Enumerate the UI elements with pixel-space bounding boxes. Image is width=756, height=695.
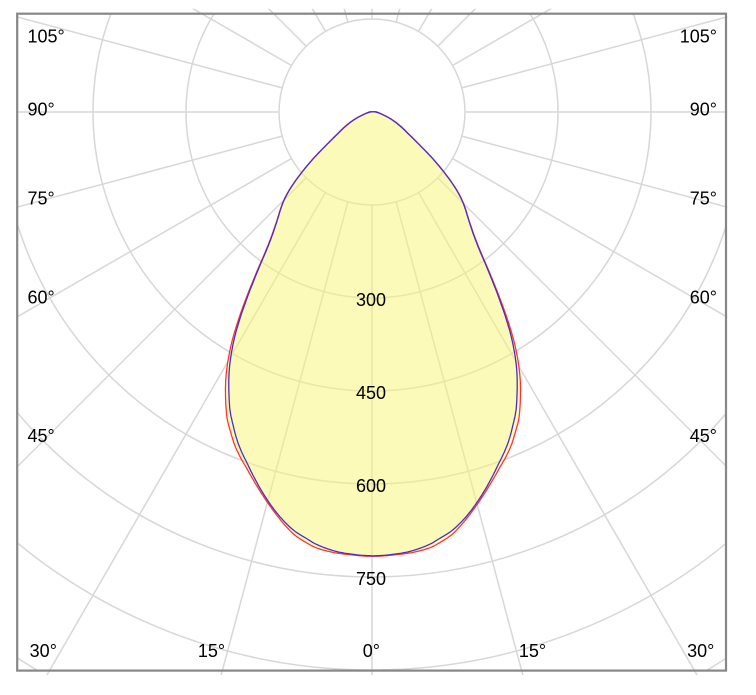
- svg-text:75°: 75°: [690, 189, 717, 209]
- svg-text:60°: 60°: [690, 288, 717, 308]
- svg-text:60°: 60°: [28, 288, 55, 308]
- svg-text:105°: 105°: [680, 26, 717, 46]
- svg-text:15°: 15°: [519, 641, 546, 661]
- svg-text:30°: 30°: [30, 641, 57, 661]
- svg-text:300: 300: [356, 290, 386, 310]
- svg-text:450: 450: [356, 383, 386, 403]
- svg-text:75°: 75°: [28, 189, 55, 209]
- svg-text:30°: 30°: [687, 641, 714, 661]
- svg-text:90°: 90°: [690, 100, 717, 120]
- svg-text:105°: 105°: [28, 26, 65, 46]
- svg-text:15°: 15°: [198, 641, 225, 661]
- svg-text:750: 750: [356, 569, 386, 589]
- svg-text:600: 600: [356, 476, 386, 496]
- svg-text:45°: 45°: [690, 426, 717, 446]
- svg-text:45°: 45°: [28, 426, 55, 446]
- svg-text:0°: 0°: [363, 641, 380, 661]
- svg-text:90°: 90°: [28, 100, 55, 120]
